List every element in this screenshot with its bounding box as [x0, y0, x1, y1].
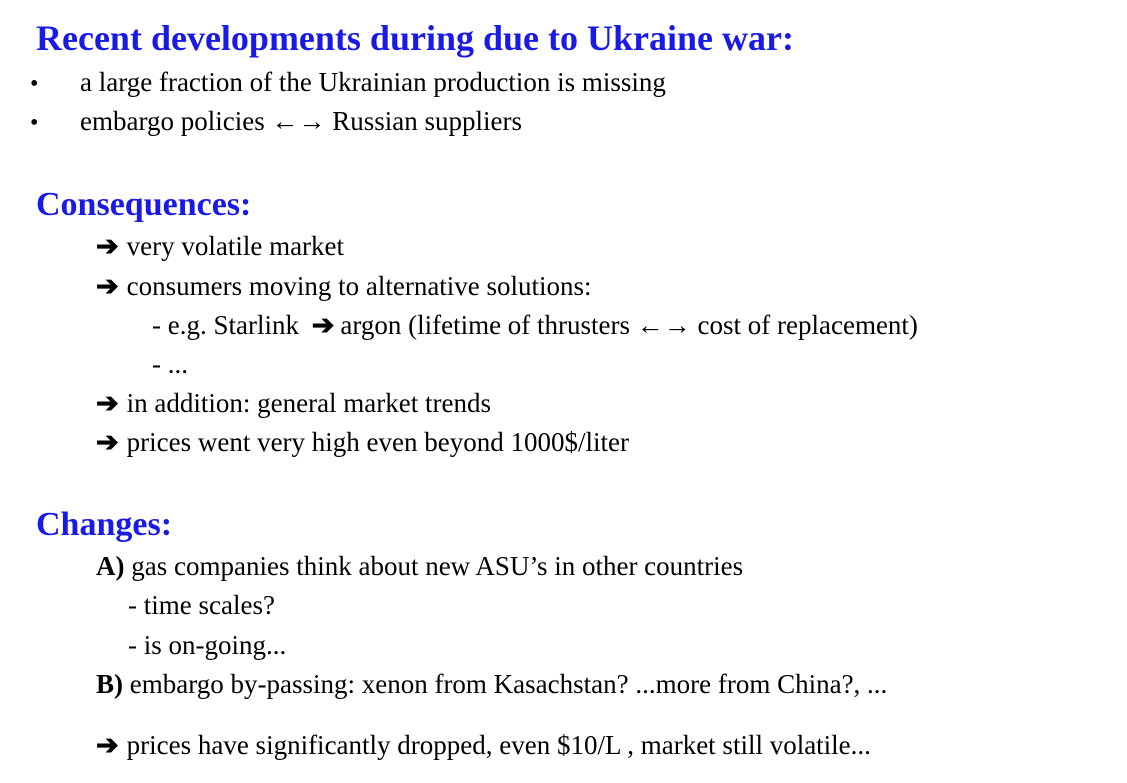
consequence-sub-text: argon (lifetime of thrusters ←→ cost of …	[340, 310, 918, 340]
consequence-item: ➔ in addition: general market trends	[96, 390, 491, 417]
change-label: B)	[96, 669, 123, 699]
consequence-text: in addition: general market trends	[126, 388, 492, 418]
consequence-item: ➔ very volatile market	[96, 233, 344, 260]
consequence-text: very volatile market	[126, 231, 345, 261]
consequence-item: ➔ prices went very high even beyond 1000$…	[96, 429, 629, 456]
arrow-right-icon: ➔	[96, 388, 119, 418]
consequence-item: ➔ consumers moving to alternative solutio…	[96, 273, 592, 300]
change-item-a: A) gas companies think about new ASU’s i…	[96, 553, 743, 580]
change-sub-item: - time scales?	[128, 590, 275, 620]
bullet-item: embargo policies ←→ Russian suppliers	[80, 106, 522, 136]
consequence-sub-item: - ...	[152, 349, 188, 379]
change-text: gas companies think about new ASU’s in o…	[131, 551, 744, 581]
arrow-right-icon: ➔	[96, 271, 119, 301]
bullet-icon: •	[30, 110, 39, 136]
bullet-icon: •	[30, 71, 39, 97]
bullet-item: a large fraction of the Ukrainian produc…	[80, 67, 666, 97]
conclusion-item: ➔ prices have significantly dropped, even…	[96, 732, 871, 759]
arrow-right-icon: ➔	[96, 730, 119, 760]
change-item-b: B) embargo by-passing: xenon from Kasach…	[96, 671, 887, 698]
changes-heading: Changes:	[36, 506, 173, 543]
consequence-text: consumers moving to alternative solution…	[126, 271, 592, 301]
consequence-text: prices went very high even beyond 1000$/…	[126, 427, 629, 457]
arrow-right-icon: ➔	[311, 310, 335, 340]
change-label: A)	[96, 551, 125, 581]
consequence-sub-text: - e.g. Starlink	[152, 310, 299, 340]
arrow-right-icon: ➔	[96, 427, 119, 457]
change-text: embargo by-passing: xenon from Kasachsta…	[129, 669, 888, 699]
slide-title: Recent developments during due to Ukrain…	[36, 18, 794, 58]
arrow-right-icon: ➔	[96, 231, 119, 261]
conclusion-text: prices have significantly dropped, even …	[126, 730, 871, 760]
consequences-heading: Consequences:	[36, 186, 252, 223]
change-sub-item: - is on-going...	[128, 630, 287, 660]
consequence-sub-item: - e.g. Starlink ➔ argon (lifetime of thru…	[152, 312, 918, 339]
